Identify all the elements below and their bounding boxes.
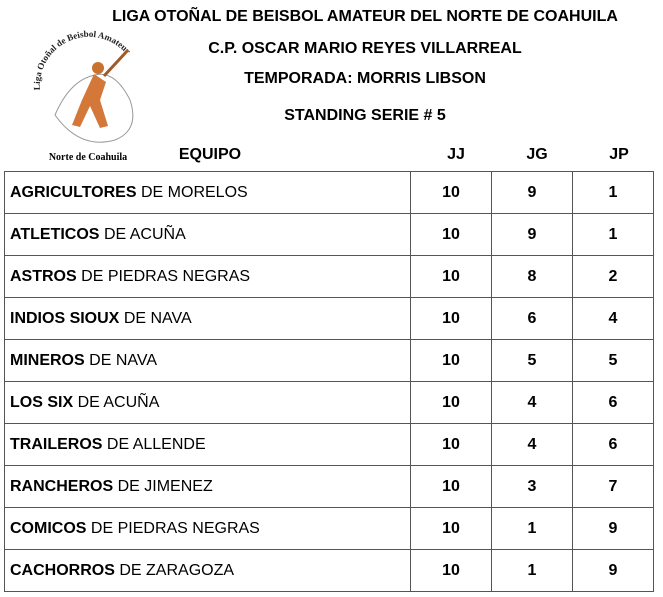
stat-cell: 4	[572, 297, 654, 340]
team-name: MINEROS	[10, 351, 85, 369]
stat-cell: 10	[410, 171, 492, 214]
table-row: ASTROS DE PIEDRAS NEGRAS 10 8 2	[4, 255, 654, 298]
stat-cell: 9	[572, 507, 654, 550]
team-name: ASTROS	[10, 267, 77, 285]
stat-cell: 1	[572, 171, 654, 214]
team-cell: MINEROS DE NAVA	[4, 339, 411, 382]
team-city: DE ZARAGOZA	[119, 561, 235, 579]
stat-cell: 6	[572, 381, 654, 424]
table-row: RANCHEROS DE JIMENEZ 10 3 7	[4, 465, 654, 508]
logo-bat	[102, 48, 130, 78]
standings-table: AGRICULTORES DE MORELOS 10 9 1 ATLETICOS DE AC…	[4, 171, 654, 592]
stat-cell: 2	[572, 255, 654, 298]
stat-cell: 10	[410, 423, 492, 466]
team-cell: ASTROS DE PIEDRAS NEGRAS	[4, 255, 411, 298]
column-header: JG	[526, 146, 548, 163]
team-cell: AGRICULTORES DE MORELOS	[4, 171, 411, 214]
team-name: COMICOS	[10, 519, 87, 537]
stat-cell: 10	[410, 507, 492, 550]
stat-cell: 10	[410, 549, 492, 592]
stat-cell: 9	[491, 171, 573, 214]
stat-cell: 1	[491, 549, 573, 592]
table-row: INDIOS SIOUX DE NAVA 10 6 4	[4, 297, 654, 340]
team-city: DE ACUÑA	[77, 393, 160, 411]
team-cell: INDIOS SIOUX DE NAVA	[4, 297, 411, 340]
stat-cell: 4	[491, 423, 573, 466]
column-header: JJ	[447, 146, 465, 163]
stat-cell: 6	[491, 297, 573, 340]
team-city: DE NAVA	[89, 351, 158, 369]
team-city: DE ALLENDE	[106, 435, 206, 453]
team-name: INDIOS SIOUX	[10, 309, 120, 327]
team-city: DE ACUÑA	[103, 225, 186, 243]
team-name: TRAILEROS	[10, 435, 103, 453]
team-cell: TRAILEROS DE ALLENDE	[4, 423, 411, 466]
team-cell: LOS SIX DE ACUÑA	[4, 381, 411, 424]
table-row: CACHORROS DE ZARAGOZA 10 1 9	[4, 549, 654, 592]
stat-cell: 7	[572, 465, 654, 508]
stat-cell: 4	[491, 381, 573, 424]
column-header: EQUIPO	[178, 146, 242, 163]
stat-cell: 1	[572, 213, 654, 256]
team-city: DE JIMENEZ	[117, 477, 213, 495]
table-row: ATLETICOS DE ACUÑA 10 9 1	[4, 213, 654, 256]
logo-head	[92, 62, 104, 74]
header-line: C.P. OSCAR MARIO REYES VILLARREAL	[208, 40, 522, 57]
stat-cell: 1	[491, 507, 573, 550]
team-name: AGRICULTORES	[10, 183, 137, 201]
logo-player	[72, 74, 108, 128]
header-line: STANDING SERIE # 5	[284, 107, 446, 124]
stat-cell: 10	[410, 339, 492, 382]
team-city: DE NAVA	[123, 309, 192, 327]
column-header: JP	[609, 146, 629, 163]
table-row: LOS SIX DE ACUÑA 10 4 6	[4, 381, 654, 424]
stat-cell: 5	[491, 339, 573, 382]
stat-cell: 6	[572, 423, 654, 466]
table-row: TRAILEROS DE ALLENDE 10 4 6	[4, 423, 654, 466]
stat-cell: 8	[491, 255, 573, 298]
team-name: ATLETICOS	[10, 225, 100, 243]
team-name: LOS SIX	[10, 393, 74, 411]
logo: Liga Otoñal de Beisbol Amateur Norte de …	[32, 29, 134, 163]
stat-cell: 10	[410, 213, 492, 256]
table-row: AGRICULTORES DE MORELOS 10 9 1	[4, 171, 654, 214]
stat-cell: 5	[572, 339, 654, 382]
stat-cell: 10	[410, 255, 492, 298]
team-name: CACHORROS	[10, 561, 115, 579]
stat-cell: 3	[491, 465, 573, 508]
stat-cell: 9	[491, 213, 573, 256]
team-cell: CACHORROS DE ZARAGOZA	[4, 549, 411, 592]
team-cell: RANCHEROS DE JIMENEZ	[4, 465, 411, 508]
stat-cell: 10	[410, 381, 492, 424]
stat-cell: 9	[572, 549, 654, 592]
header-line: TEMPORADA: MORRIS LIBSON	[244, 70, 486, 87]
logo-map	[54, 73, 134, 143]
table-row: COMICOS DE PIEDRAS NEGRAS 10 1 9	[4, 507, 654, 550]
header-line: LIGA OTOÑAL DE BEISBOL AMATEUR DEL NORTE…	[112, 8, 618, 25]
team-name: RANCHEROS	[10, 477, 114, 495]
team-city: DE PIEDRAS NEGRAS	[81, 267, 251, 285]
stat-cell: 10	[410, 297, 492, 340]
stat-cell: 10	[410, 465, 492, 508]
team-cell: ATLETICOS DE ACUÑA	[4, 213, 411, 256]
table-row: MINEROS DE NAVA 10 5 5	[4, 339, 654, 382]
team-city: DE PIEDRAS NEGRAS	[90, 519, 260, 537]
team-cell: COMICOS DE PIEDRAS NEGRAS	[4, 507, 411, 550]
team-city: DE MORELOS	[141, 183, 248, 201]
logo-bottom-text: Norte de Coahuila	[49, 152, 127, 163]
